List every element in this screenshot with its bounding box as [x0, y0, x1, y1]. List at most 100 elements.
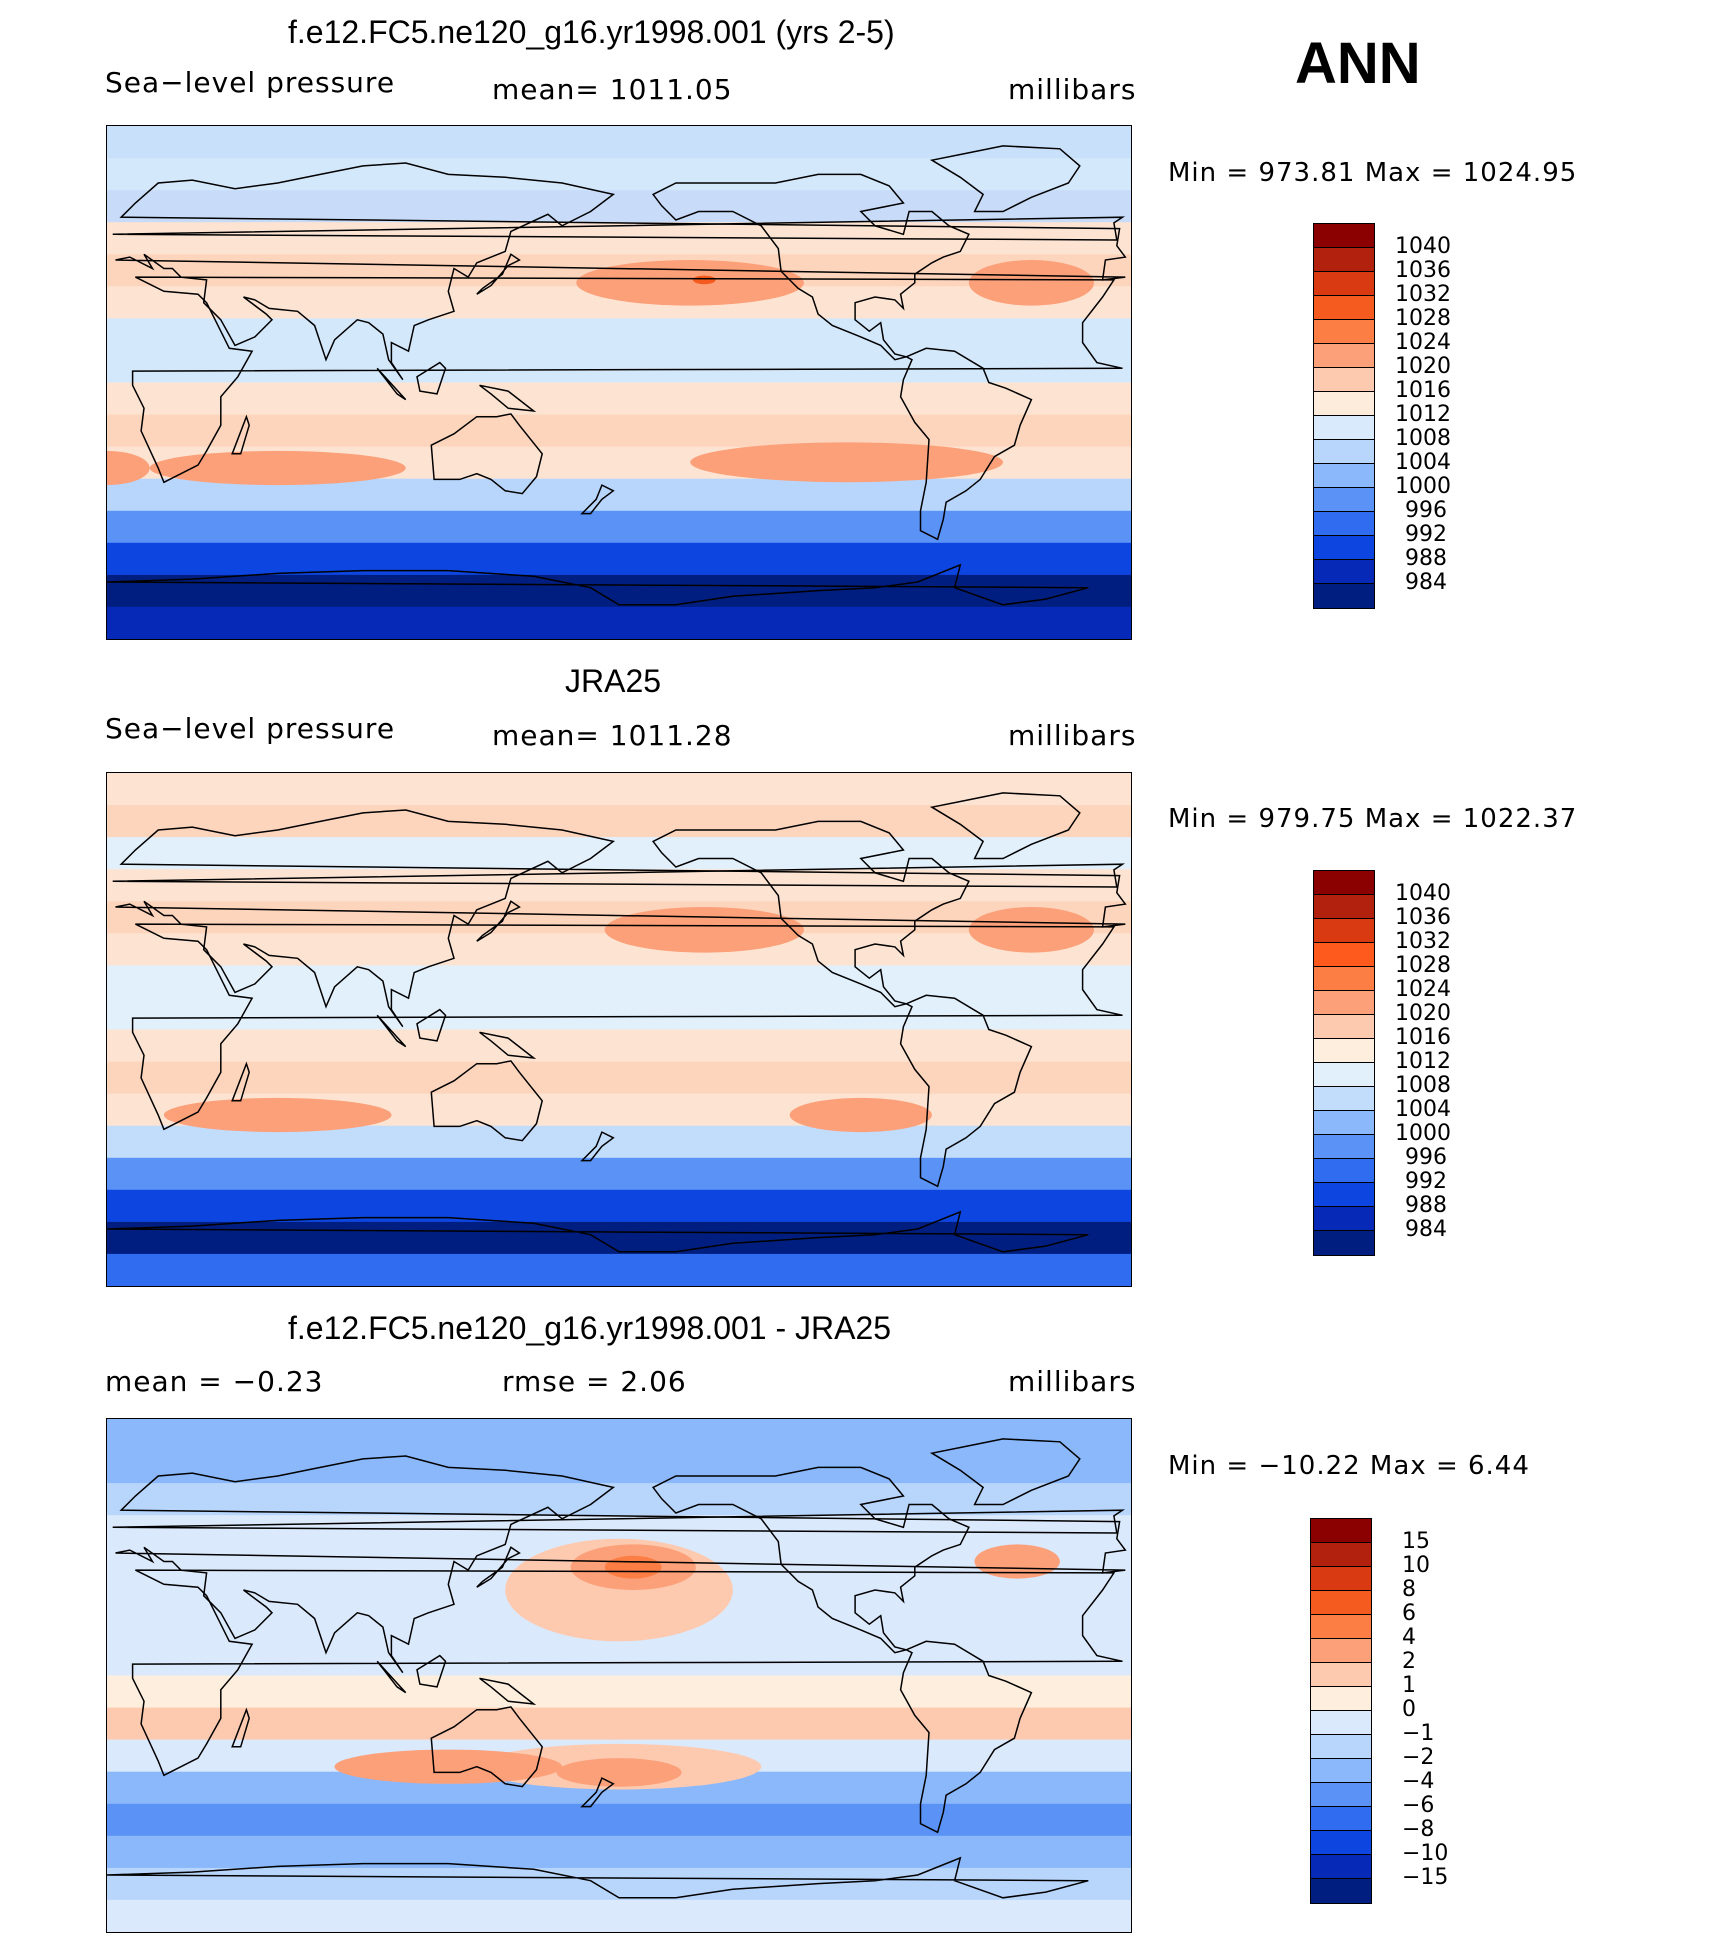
coastline [131, 923, 1123, 1131]
colorbar-label: 10 [1402, 1553, 1430, 1578]
colorbar-label: 1024 [1395, 330, 1451, 355]
colorbar-swatch [1314, 1039, 1374, 1063]
minmax-label: Min = 979.75 Max = 1022.37 [1168, 804, 1578, 834]
panel-title-diff: f.e12.FC5.ne120_g16.yr1998.001 - JRA25 [288, 1310, 892, 1346]
colorbar-swatch [1314, 416, 1374, 440]
coastline [231, 414, 250, 455]
colorbar-label: 4 [1402, 1625, 1416, 1650]
coastline [929, 1438, 1081, 1506]
colorbar-label: 1016 [1395, 378, 1451, 403]
coastline [479, 384, 537, 413]
coastline [580, 484, 615, 515]
colorbar-label: 1032 [1395, 282, 1451, 307]
coastline [651, 173, 970, 361]
field-band [107, 1157, 1131, 1191]
colorbar-label: 1 [1402, 1673, 1416, 1698]
colorbar-swatch [1314, 272, 1374, 296]
colorbar-swatch [1314, 392, 1374, 416]
colorbar-swatch [1314, 919, 1374, 943]
map-obs [106, 772, 1132, 1287]
colorbar-label: 15 [1402, 1529, 1430, 1554]
coastline [376, 367, 407, 401]
colorbar-swatch [1311, 1543, 1371, 1567]
colorbar-swatch [1314, 943, 1374, 967]
map-model [106, 125, 1132, 640]
colorbar-swatch [1314, 1111, 1374, 1135]
colorbar-swatch [1314, 1231, 1374, 1255]
pressure-cell [604, 1555, 662, 1579]
colorbar-swatch [1314, 248, 1374, 272]
colorbar-label: 996 [1405, 1145, 1447, 1170]
coastline [479, 1031, 537, 1060]
colorbar-label: 8 [1402, 1577, 1416, 1602]
colorbar-swatch [1314, 440, 1374, 464]
field-band [107, 414, 1131, 448]
colorbar-swatch [1311, 1663, 1371, 1687]
panel-title-model: f.e12.FC5.ne120_g16.yr1998.001 (yrs 2-5) [288, 14, 895, 50]
colorbar-swatch [1311, 1879, 1371, 1903]
colorbar-label: 984 [1405, 570, 1447, 595]
field-band [107, 1221, 1131, 1255]
coastline [107, 563, 1089, 606]
coastline [899, 994, 1033, 1188]
colorbar-label: 1020 [1395, 1001, 1451, 1026]
coastline [476, 1546, 521, 1588]
colorbar-swatch [1311, 1519, 1371, 1543]
colorbar-label: 1012 [1395, 1049, 1451, 1074]
field-band [107, 542, 1131, 576]
minmax-label: Min = −10.22 Max = 6.44 [1168, 1451, 1530, 1481]
colorbar-label: 1028 [1395, 306, 1451, 331]
field-band [107, 510, 1131, 544]
colorbar-label: 992 [1405, 522, 1447, 547]
colorbar-label: 1000 [1395, 474, 1451, 499]
field-band [107, 837, 1131, 871]
coastline [416, 1008, 447, 1042]
coastline [376, 1014, 407, 1048]
colorbar-label: −10 [1402, 1841, 1449, 1866]
coastline [231, 1061, 250, 1102]
field-band [107, 126, 1131, 160]
pressure-cell [968, 907, 1094, 953]
mean-diff-label: mean = −0.23 [105, 1365, 324, 1398]
coastline [115, 809, 1127, 1028]
colorbar-swatch [1314, 512, 1374, 536]
colorbar-label: 1008 [1395, 426, 1451, 451]
colorbar-swatch [1311, 1615, 1371, 1639]
coastline [107, 1210, 1089, 1253]
colorbar-label: 992 [1405, 1169, 1447, 1194]
colorbar-swatch [1311, 1711, 1371, 1735]
pressure-cell [604, 907, 804, 953]
colorbar-obs [1313, 870, 1375, 1256]
colorbar-swatch [1314, 1015, 1374, 1039]
coastline [131, 276, 1123, 484]
colorbar-swatch [1314, 296, 1374, 320]
field-band [107, 1419, 1131, 1453]
field-band [107, 574, 1131, 608]
variable-label: Sea−level pressure [105, 712, 396, 745]
coastline [651, 1466, 970, 1654]
colorbar-swatch [1314, 1183, 1374, 1207]
colorbar-label: 1004 [1395, 1097, 1451, 1122]
field-band [107, 1899, 1131, 1932]
coastline [430, 1706, 544, 1788]
coastline [580, 1131, 615, 1162]
colorbar-label: 1028 [1395, 953, 1451, 978]
coastline [112, 1509, 1126, 1534]
coastline [112, 216, 1126, 241]
colorbar-swatch [1311, 1639, 1371, 1663]
field-band [107, 965, 1131, 999]
field-band [107, 1643, 1131, 1677]
colorbar-swatch [1314, 1159, 1374, 1183]
colorbar-label: 0 [1402, 1697, 1416, 1722]
field-band [107, 1835, 1131, 1869]
field-band [107, 1803, 1131, 1837]
colorbar-swatch [1314, 560, 1374, 584]
colorbar-label: −8 [1402, 1817, 1435, 1842]
pressure-cell [789, 1097, 932, 1133]
colorbar-swatch [1314, 967, 1374, 991]
colorbar-swatch [1311, 1807, 1371, 1831]
field-band [107, 382, 1131, 416]
colorbar-label: 1036 [1395, 905, 1451, 930]
colorbar-model [1313, 223, 1375, 609]
colorbar-swatch [1314, 584, 1374, 608]
